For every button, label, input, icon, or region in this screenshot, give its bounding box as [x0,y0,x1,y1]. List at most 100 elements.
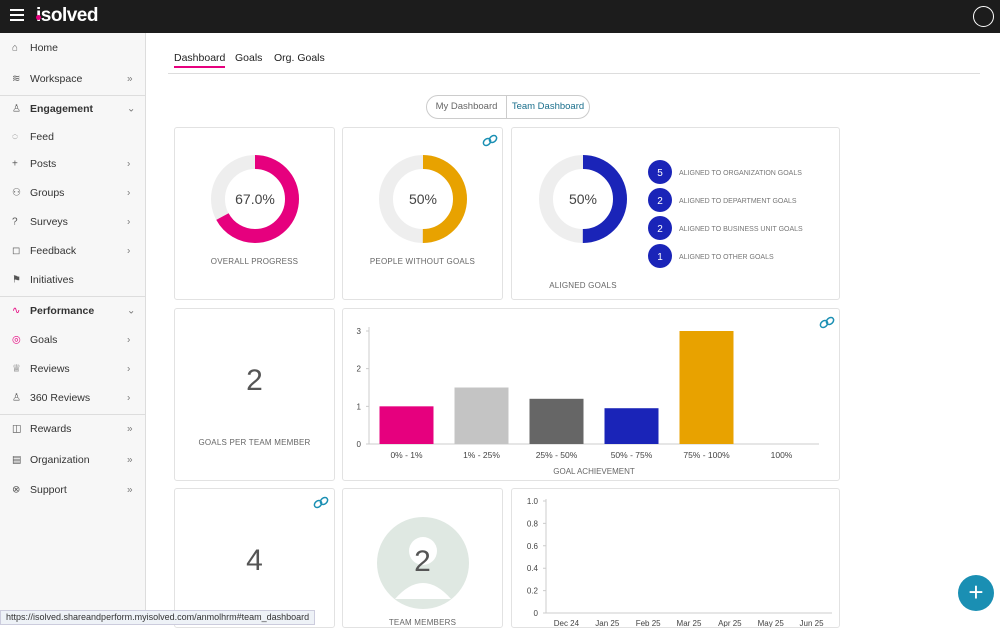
nav-item[interactable]: Feedback [30,245,77,257]
y-tick-label: 2 [357,365,362,374]
x-tick-label: Apr 25 [718,619,742,628]
caption: TEAM MEMBERS [388,618,457,627]
user-menu[interactable] [973,6,994,27]
breakdown-label: ALIGNED TO DEPARTMENT GOALS [679,198,797,205]
nav-separator [0,296,146,297]
caption: OVERALL PROGRESS [210,257,299,266]
nav-chevron: » [127,454,133,466]
nav-icon: ⚇ [12,187,21,199]
caption: PEOPLE WITHOUT GOALS [369,257,476,266]
nav-item[interactable]: Support [30,484,67,496]
avatar-head [409,537,437,565]
x-tick-label: 50% - 75% [611,450,653,460]
donut-arc [539,155,627,243]
card: 4 [174,488,335,628]
nav-icon: ♙ [12,392,21,404]
logo-dot [36,15,41,20]
logo[interactable]: isolved [36,5,98,26]
nav-item[interactable]: Engagement [30,103,94,115]
donut-chart: 50% 5 ALIGNED TO ORGANIZATION GOALS 2 ALIGN… [539,155,803,268]
nav-chevron: › [127,245,131,257]
nav-icon: + [12,158,18,170]
x-tick-label: 75% - 100% [683,450,730,460]
icon-layer [313,496,329,509]
nav-item[interactable]: Feed [30,131,54,143]
link-icon[interactable] [819,316,835,329]
nav-item[interactable]: Home [30,42,59,54]
add-button[interactable]: + [958,575,994,611]
y-tick-label: 0 [534,609,539,618]
y-tick-label: 0 [357,440,362,449]
tab[interactable]: Dashboard [174,52,226,68]
count-value: 2 [657,196,663,207]
bar [604,408,659,444]
card: 0 1 2 3 0% - 1% 1% - 25% 25% - 50% 50% - 75% 75%… [342,308,840,481]
link-icon[interactable] [313,496,329,509]
nav-item[interactable]: Surveys [30,216,68,228]
x-tick-label: 25% - 50% [536,450,578,460]
count-value: 1 [657,252,663,263]
nav-chevron: › [127,334,131,346]
tab[interactable]: Org. Goals [274,52,325,64]
y-tick-label: 0.6 [527,542,539,551]
bar [379,406,434,444]
nav-item[interactable]: Performance [30,305,95,317]
x-tick-label: Mar 25 [677,619,702,628]
bar-chart: 0 1 2 3 0% - 1% 1% - 25% 25% - 50% 50% - 75% 75%… [357,316,835,476]
nav-chevron: › [127,216,131,228]
nav-item[interactable]: 360 Reviews [30,392,91,404]
nav-item[interactable]: Posts [30,158,57,170]
nav-separator [0,95,146,96]
metric-value: 2 [414,545,431,578]
nav-item[interactable]: Initiatives [30,274,74,286]
x-tick-label: 0% - 1% [390,450,423,460]
nav-item[interactable]: Organization [30,454,90,466]
tab[interactable]: Goals [235,52,263,64]
metric-value: 4 [246,544,263,577]
y-tick-label: 0.8 [527,519,539,528]
top-bar: isolved [0,0,1000,33]
nav-chevron: » [127,423,133,435]
nav-icon: ▤ [12,454,22,466]
nav-item[interactable]: Workspace [30,73,83,85]
nav-icon: ◫ [12,423,22,435]
donut-label: 50% [569,191,597,207]
nav-icon: ◻ [12,245,21,257]
card: 2 GOALS PER TEAM MEMBER [174,308,335,481]
card: 0 0.2 0.4 0.6 0.8 1.0 Dec 24 Jan 25 Feb 25 Mar 25… [511,488,840,628]
link-icon[interactable] [482,134,498,147]
nav-item[interactable]: Rewards [30,423,72,435]
nav-chevron: » [127,73,133,85]
nav-icon: ⌂ [12,42,19,54]
nav-icon: ? [12,216,18,228]
status-url: https://isolved.shareandperform.myisolve… [0,610,316,625]
nav-item[interactable]: Reviews [30,363,70,375]
nav-chevron: › [127,187,131,199]
breakdown-label: ALIGNED TO BUSINESS UNIT GOALS [679,226,803,233]
toggle-option[interactable]: Team Dashboard [511,101,585,112]
card: 67.0% OVERALL PROGRESS [174,127,335,300]
donut-chart: 50% [379,134,498,243]
card: 50% 5 ALIGNED TO ORGANIZATION GOALS 2 ALIGN… [511,127,840,300]
nav-icon: ◌ [12,131,18,143]
card: 50% PEOPLE WITHOUT GOALS [342,127,503,300]
x-tick-label: Jun 25 [800,619,825,628]
x-tick-label: Dec 24 [554,619,580,628]
metric-value: 2 [246,364,263,397]
y-tick-label: 1.0 [527,497,539,506]
breakdown-label: ALIGNED TO OTHER GOALS [679,254,774,261]
line-chart: 0 0.2 0.4 0.6 0.8 1.0 Dec 24 Jan 25 Feb 25 Mar 25… [527,497,832,628]
y-tick-label: 0.4 [527,564,539,573]
toggle-option[interactable]: My Dashboard [427,96,507,118]
nav-icon: ◎ [12,334,21,346]
nav-item[interactable]: Goals [30,334,58,346]
nav-item[interactable]: Groups [30,187,65,199]
nav-chevron: › [127,158,131,170]
bar [679,331,734,444]
donut-arc [211,155,299,243]
caption: ALIGNED GOALS [549,281,617,290]
bar [529,398,584,444]
dashboard-toggle: My Dashboard Team Dashboard [426,95,590,119]
menu-button[interactable] [10,9,24,11]
